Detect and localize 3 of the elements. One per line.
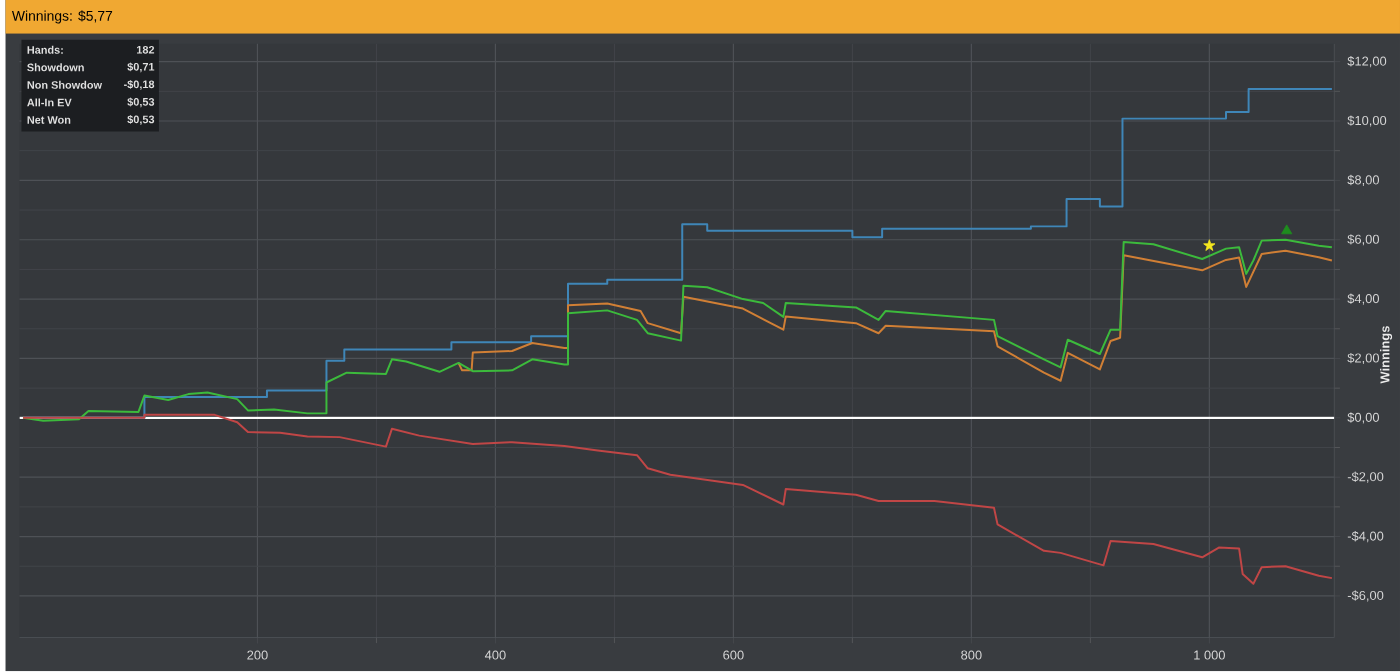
line-series (22, 239, 1333, 423)
line-series (22, 414, 1333, 586)
line-series (457, 250, 1333, 383)
